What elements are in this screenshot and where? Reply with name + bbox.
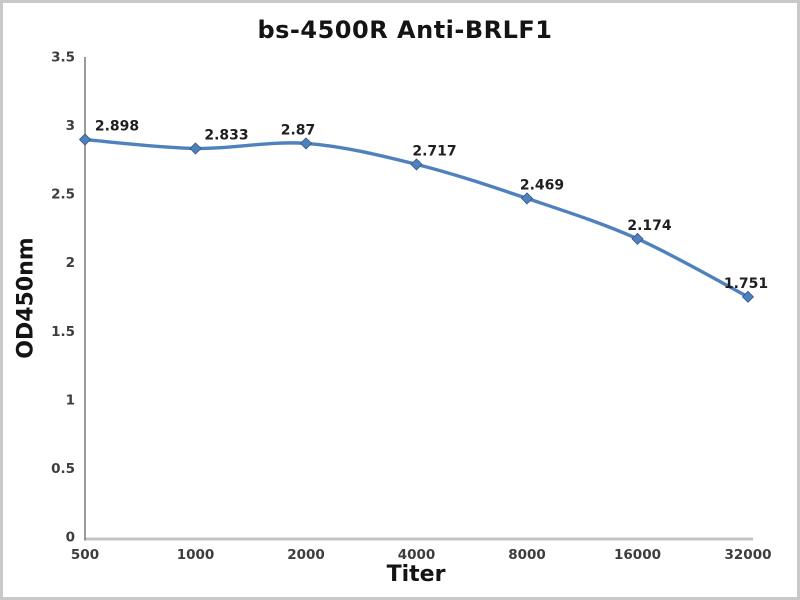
data-point-marker: [741, 290, 755, 303]
data-point-label: 2.469: [520, 177, 564, 193]
y-axis-tick-label: 1.5: [51, 324, 75, 340]
y-axis-tick-label: 2: [66, 255, 75, 271]
data-point-marker: [78, 133, 92, 146]
x-axis-tick-label: 32000: [725, 547, 772, 563]
x-axis-title: Titer: [386, 562, 446, 587]
x-axis-tick-label: 1000: [177, 547, 215, 563]
data-point-marker: [189, 142, 202, 155]
data-point-label: 2.717: [412, 143, 456, 159]
x-axis-tick-label: 500: [71, 547, 99, 563]
data-point-label: 1.751: [724, 276, 768, 292]
x-axis-tick-label: 4000: [398, 547, 436, 563]
y-axis-tick-label: 1: [66, 392, 75, 408]
data-point-marker: [410, 158, 423, 171]
data-point-label: 2.833: [204, 127, 248, 143]
data-point-marker: [299, 137, 313, 150]
data-point-marker: [520, 192, 534, 205]
y-axis-tick-label: 0: [66, 530, 75, 546]
data-point-label: 2.898: [95, 119, 139, 135]
x-axis-tick-label: 2000: [287, 547, 325, 563]
y-axis-tick-label: 2.5: [51, 187, 75, 203]
x-axis-tick-label: 16000: [614, 547, 661, 563]
y-axis-tick-label: 3.5: [51, 50, 75, 66]
data-point-label: 2.87: [281, 122, 316, 138]
y-axis-title: OD450nm: [13, 237, 39, 359]
data-point-label: 2.174: [627, 218, 672, 234]
chart-title: bs-4500R Anti-BRLF1: [257, 16, 553, 44]
data-point-marker: [631, 232, 644, 245]
x-axis-tick-label: 8000: [508, 547, 546, 563]
y-axis-tick-label: 3: [66, 118, 75, 134]
y-axis-tick-label: 0.5: [51, 461, 75, 477]
